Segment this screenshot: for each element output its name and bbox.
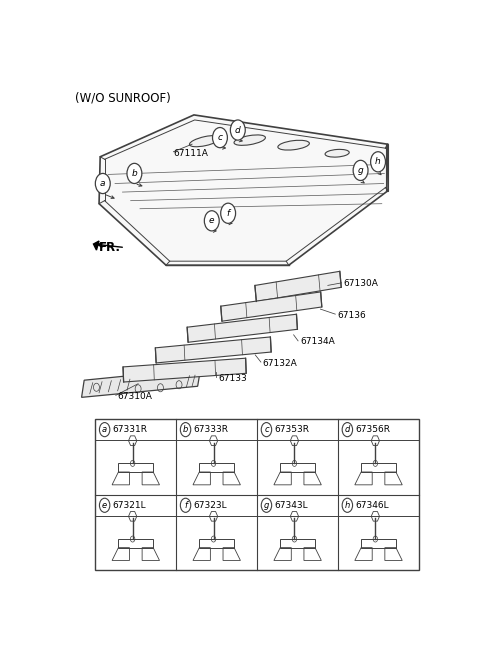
- Text: g: g: [358, 166, 363, 175]
- Bar: [96, 419, 419, 571]
- Text: c: c: [264, 425, 269, 434]
- Text: 67133: 67133: [218, 374, 247, 383]
- Text: f: f: [227, 209, 230, 217]
- Text: 67321L: 67321L: [113, 501, 146, 510]
- Text: a: a: [100, 179, 106, 188]
- Text: h: h: [375, 157, 381, 166]
- Circle shape: [99, 422, 110, 437]
- Text: e: e: [209, 216, 215, 225]
- Circle shape: [99, 498, 110, 512]
- Polygon shape: [99, 115, 388, 265]
- Polygon shape: [221, 292, 322, 321]
- Text: 67130A: 67130A: [344, 280, 378, 288]
- Circle shape: [230, 120, 245, 140]
- Text: 67323L: 67323L: [194, 501, 228, 510]
- Polygon shape: [187, 314, 298, 343]
- Circle shape: [221, 203, 236, 223]
- Circle shape: [261, 422, 272, 437]
- Text: e: e: [102, 501, 107, 510]
- Text: d: d: [345, 425, 350, 434]
- Text: b: b: [183, 425, 188, 434]
- Circle shape: [96, 174, 110, 194]
- Circle shape: [371, 152, 385, 172]
- Ellipse shape: [325, 149, 349, 157]
- Text: f: f: [184, 501, 187, 510]
- Polygon shape: [82, 369, 201, 398]
- Text: 67134A: 67134A: [300, 337, 335, 346]
- Polygon shape: [123, 358, 246, 382]
- Circle shape: [342, 422, 353, 437]
- Text: 67343L: 67343L: [275, 501, 308, 510]
- Text: 67333R: 67333R: [194, 425, 229, 434]
- Text: 67331R: 67331R: [113, 425, 148, 434]
- Ellipse shape: [190, 136, 221, 147]
- Text: d: d: [235, 126, 240, 134]
- Circle shape: [213, 128, 228, 147]
- Text: 67353R: 67353R: [275, 425, 310, 434]
- Text: 67346L: 67346L: [356, 501, 389, 510]
- Ellipse shape: [278, 140, 310, 150]
- Circle shape: [261, 498, 272, 512]
- Polygon shape: [255, 271, 341, 301]
- Text: FR.: FR.: [99, 241, 121, 254]
- Text: 67136: 67136: [337, 310, 366, 320]
- Circle shape: [204, 211, 219, 231]
- Text: g: g: [264, 501, 269, 510]
- Text: a: a: [102, 425, 107, 434]
- Polygon shape: [94, 241, 99, 250]
- FancyArrowPatch shape: [98, 243, 122, 247]
- Text: h: h: [345, 501, 350, 510]
- Circle shape: [180, 422, 191, 437]
- Circle shape: [127, 163, 142, 183]
- Text: 67310A: 67310A: [118, 392, 153, 401]
- Circle shape: [353, 160, 368, 181]
- Text: b: b: [132, 169, 137, 178]
- Circle shape: [342, 498, 353, 512]
- Polygon shape: [156, 337, 271, 363]
- Text: c: c: [217, 133, 222, 142]
- Text: 67356R: 67356R: [356, 425, 391, 434]
- Circle shape: [180, 498, 191, 512]
- Text: (W/O SUNROOF): (W/O SUNROOF): [75, 91, 170, 104]
- Text: 67111A: 67111A: [173, 149, 208, 158]
- Ellipse shape: [234, 135, 265, 145]
- Text: 67132A: 67132A: [263, 358, 298, 367]
